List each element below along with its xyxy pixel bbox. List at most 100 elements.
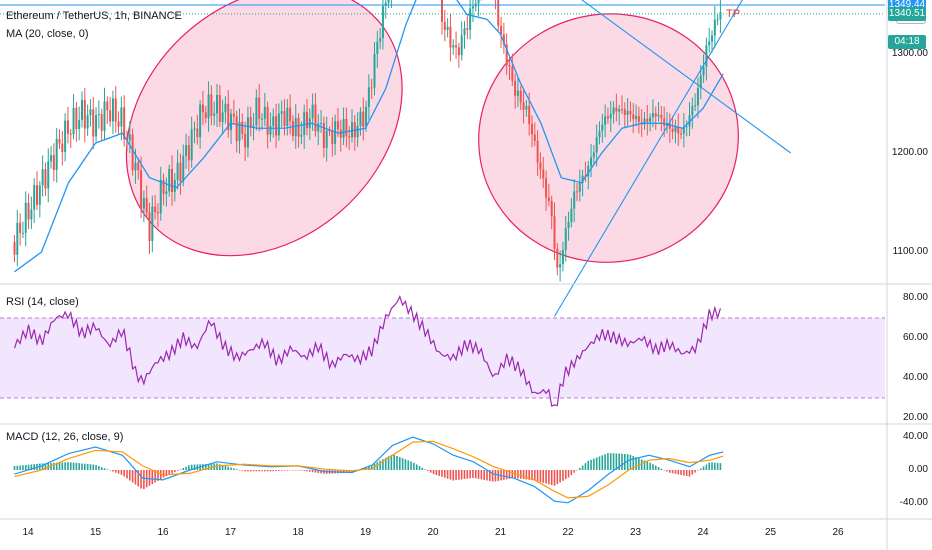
macd-histogram-bar	[309, 470, 311, 472]
candle-body	[291, 121, 294, 137]
macd-histogram-bar	[449, 470, 452, 480]
candle-body	[660, 114, 663, 119]
macd-histogram-bar	[387, 456, 390, 470]
macd-histogram-bar	[404, 459, 407, 470]
x-tick-label: 26	[832, 527, 844, 538]
macd-histogram-bar	[491, 470, 494, 482]
macd-histogram-bar	[548, 470, 550, 485]
candle-body	[255, 97, 258, 126]
candle-body	[232, 113, 235, 117]
macd-histogram-bar	[148, 470, 151, 486]
macd-histogram-bar	[292, 470, 294, 471]
macd-histogram-bar	[486, 470, 488, 481]
candle-body	[50, 155, 53, 162]
candle-body	[626, 110, 629, 115]
candle-body	[193, 128, 196, 130]
macd-histogram-bar	[564, 470, 567, 480]
candle-body	[505, 44, 508, 66]
candle-body	[356, 125, 359, 138]
x-tick-label: 25	[764, 527, 777, 538]
macd-histogram-bar	[714, 462, 716, 470]
candle-body	[381, 5, 384, 39]
candle-body	[36, 185, 38, 205]
macd-histogram-bar	[278, 470, 280, 471]
candle-body	[213, 113, 216, 116]
macd-histogram-bar	[657, 467, 660, 470]
candle-body	[109, 110, 112, 122]
macd-histogram-bar	[140, 470, 142, 489]
candle-body	[277, 113, 280, 136]
macd-histogram-bar	[522, 470, 525, 480]
macd-histogram-bar	[300, 470, 303, 471]
macd-histogram-bar	[671, 470, 674, 474]
macd-histogram-bar	[418, 466, 421, 470]
trend-line-1	[581, 0, 792, 154]
signal-line	[14, 440, 724, 499]
macd-histogram-bar	[261, 470, 263, 472]
candle-body	[561, 249, 564, 265]
candle-body	[266, 106, 269, 135]
macd-histogram-bar	[669, 470, 671, 473]
candle-body	[103, 101, 106, 131]
macd-indicator-label[interactable]: MACD (12, 26, close, 9)	[6, 431, 124, 443]
macd-histogram-bar	[432, 470, 435, 475]
macd-histogram-bar	[697, 470, 699, 471]
price-label-box: 1340.51	[888, 6, 926, 21]
macd-histogram-bar	[188, 465, 190, 470]
macd-histogram-bar	[370, 464, 373, 470]
candle-body	[460, 35, 463, 56]
macd-histogram-bar	[427, 470, 429, 471]
candle-body	[463, 28, 466, 36]
candle-body	[151, 206, 154, 242]
x-tick-label: 16	[157, 527, 169, 538]
macd-histogram-bar	[683, 470, 685, 476]
macd-histogram-bar	[27, 464, 30, 470]
candle-body	[249, 117, 252, 127]
macd-histogram-bar	[691, 470, 694, 475]
candle-body	[564, 228, 567, 250]
macd-histogram-bar	[320, 470, 322, 474]
macd-histogram-bar	[269, 470, 272, 472]
candle-body	[581, 175, 584, 183]
candle-body	[663, 118, 666, 126]
candle-body	[677, 127, 680, 134]
macd-histogram-bar	[114, 470, 117, 473]
candle-body	[283, 111, 286, 126]
candle-body	[550, 200, 553, 217]
candle-body	[719, 12, 722, 20]
macd-histogram-bar	[604, 454, 606, 470]
macd-histogram-bar	[618, 453, 620, 470]
candle-body	[230, 113, 233, 131]
rsi-indicator-label[interactable]: RSI (14, close)	[6, 296, 79, 308]
macd-histogram-bar	[258, 470, 260, 472]
candle-body	[508, 65, 511, 67]
candle-body	[331, 131, 334, 144]
candle-body	[556, 248, 559, 268]
macd-histogram-bar	[179, 469, 182, 470]
macd-histogram-bar	[429, 470, 432, 473]
rsi-tick-label: 40.00	[902, 372, 928, 383]
candle-body	[446, 26, 449, 30]
macd-histogram-bar	[584, 463, 587, 470]
macd-histogram-bar	[699, 468, 702, 470]
candle-body	[598, 131, 601, 138]
macd-histogram-bar	[252, 470, 255, 472]
candle-body	[469, 8, 472, 30]
price-tick-label: 1100.00	[892, 246, 928, 257]
candle-body	[137, 162, 140, 171]
macd-histogram-bar	[562, 470, 564, 481]
macd-histogram-bar	[120, 470, 123, 475]
candle-body	[705, 45, 708, 67]
macd-histogram-bar	[629, 454, 632, 470]
candle-body	[272, 116, 275, 127]
macd-histogram-bar	[379, 460, 381, 470]
macd-histogram-bar	[415, 464, 418, 470]
macd-histogram-bar	[581, 465, 584, 470]
macd-histogram-bar	[69, 462, 72, 470]
macd-histogram-bar	[612, 453, 615, 470]
ma-indicator-label[interactable]: MA (20, close, 0)	[6, 28, 89, 40]
candle-body	[576, 191, 578, 193]
candle-body	[246, 117, 249, 148]
macd-histogram-bar	[528, 470, 530, 480]
